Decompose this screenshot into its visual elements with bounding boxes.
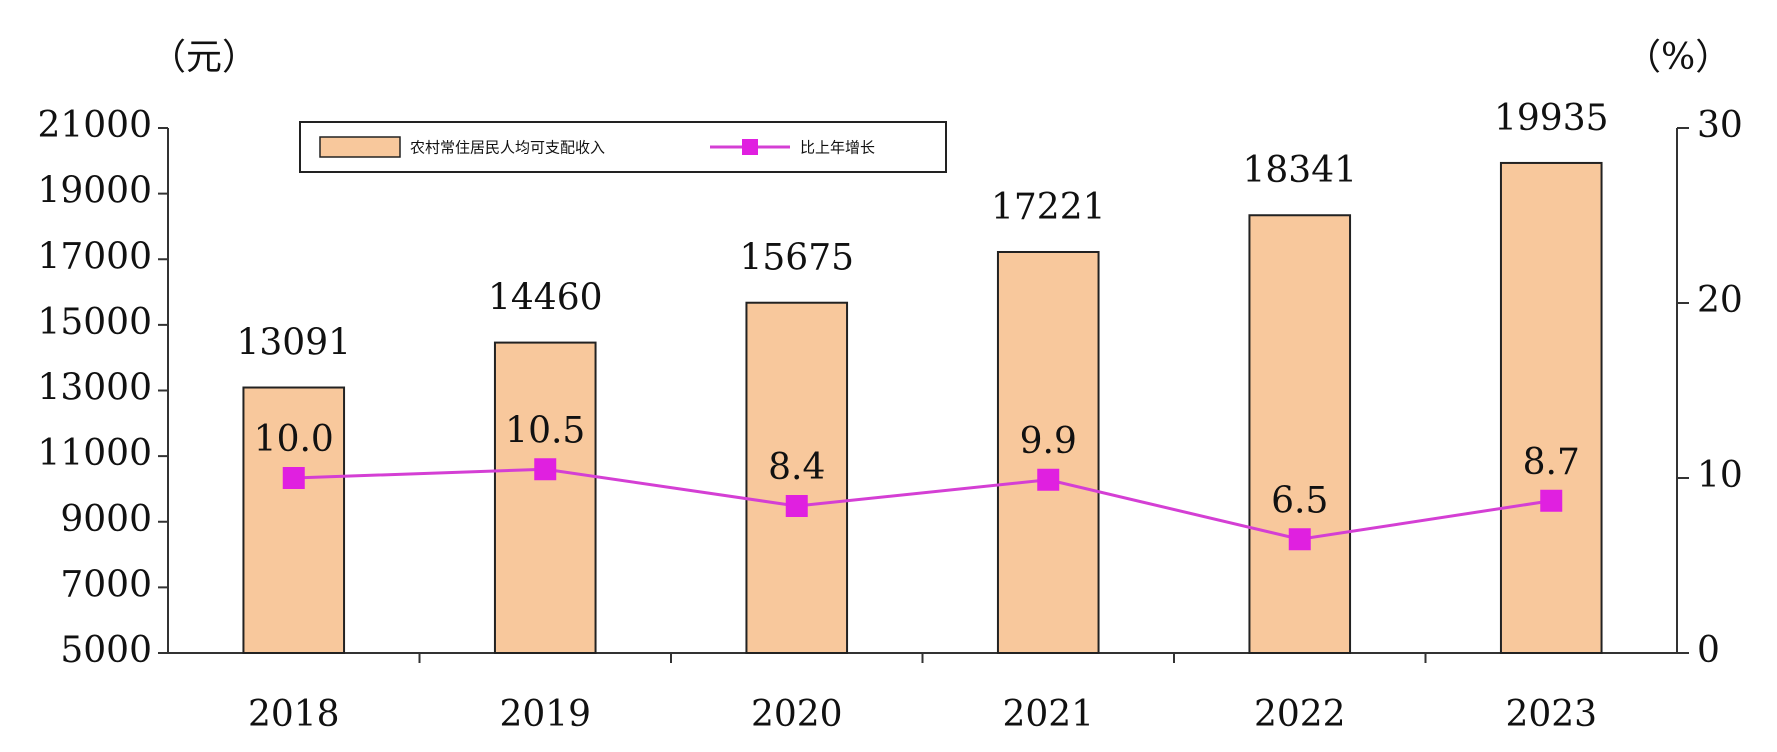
- line-value-label: 10.5: [505, 410, 585, 451]
- line-marker: [534, 458, 557, 481]
- bar-value-label: 14460: [488, 278, 603, 319]
- y-tick-label: 11000: [37, 433, 152, 474]
- y-tick-label: 21000: [37, 105, 152, 146]
- y-axis-unit: （元）: [150, 37, 258, 78]
- bar-value-label: 18341: [1242, 150, 1357, 191]
- y-tick-label: 15000: [37, 302, 152, 343]
- y2-tick-label: 20: [1697, 280, 1743, 321]
- x-tick-label: 2019: [499, 694, 591, 735]
- bar-value-label: 17221: [991, 187, 1106, 228]
- bar: [242, 386, 346, 654]
- line-marker: [1540, 489, 1563, 512]
- y-tick-label: 7000: [60, 564, 152, 605]
- x-tick-label: 2023: [1505, 694, 1597, 735]
- legend-label: 比上年增长: [800, 139, 875, 157]
- y2-tick-label: 10: [1697, 455, 1743, 496]
- legend-swatch: [319, 136, 401, 158]
- bar: [493, 341, 597, 654]
- y-tick-label: 19000: [37, 171, 152, 212]
- line-marker: [1288, 528, 1311, 551]
- bar: [996, 250, 1100, 654]
- x-tick-label: 2020: [751, 694, 843, 735]
- x-tick-label: 2018: [248, 694, 340, 735]
- legend-box: [299, 121, 947, 173]
- line-marker: [282, 467, 305, 489]
- line-marker: [1037, 468, 1060, 491]
- legend-label: 农村常住居民人均可支配收入: [410, 139, 605, 157]
- x-tick-label: 2022: [1254, 694, 1346, 735]
- legend-marker: [742, 139, 758, 155]
- line: [293, 467, 1552, 541]
- y-tick-label: 9000: [60, 499, 152, 540]
- y2-tick-label: 30: [1697, 105, 1743, 146]
- y2-axis-unit: （%）: [1625, 37, 1731, 78]
- bar-value-label: 19935: [1494, 98, 1609, 139]
- y2-tick-label: 0: [1697, 630, 1720, 671]
- line-value-label: 8.4: [768, 447, 825, 488]
- y-tick-label: 13000: [37, 368, 152, 409]
- bar-value-label: 15675: [739, 238, 854, 279]
- x-tick-label: 2021: [1002, 694, 1094, 735]
- line-value-label: 6.5: [1271, 480, 1328, 521]
- bar: [745, 301, 849, 654]
- bar: [1499, 161, 1603, 654]
- line-value-label: 8.7: [1523, 442, 1580, 483]
- y-tick-label: 17000: [37, 236, 152, 277]
- line-value-label: 10.0: [254, 419, 334, 460]
- line-value-label: 9.9: [1020, 421, 1077, 462]
- bar: [1248, 214, 1352, 654]
- y-tick-label: 5000: [60, 630, 152, 671]
- bar-value-label: 13091: [236, 323, 351, 364]
- line-marker: [785, 495, 808, 517]
